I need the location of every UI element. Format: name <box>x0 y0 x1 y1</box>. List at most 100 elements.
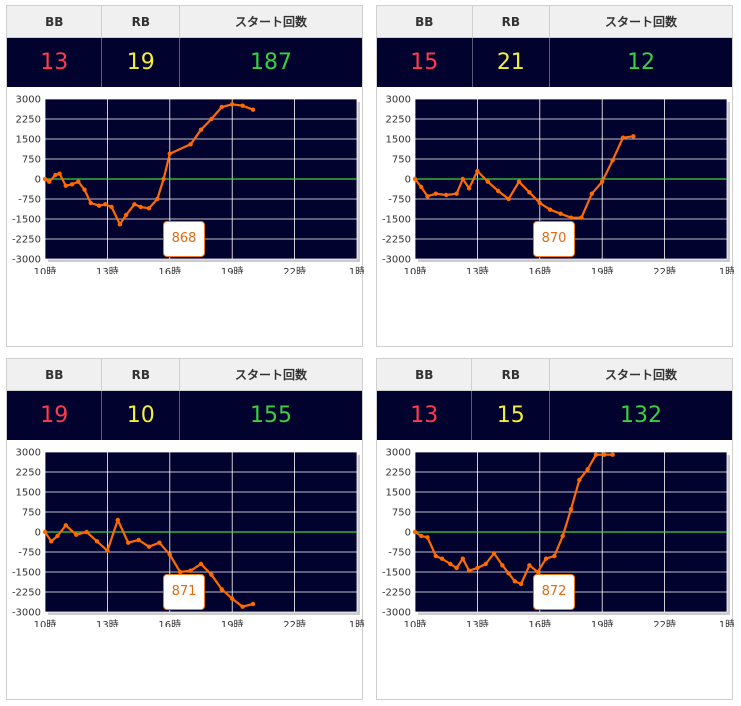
x-tick-label: 10時 <box>34 266 57 274</box>
data-point <box>209 116 214 122</box>
data-point <box>105 548 110 553</box>
data-point <box>167 552 172 557</box>
x-tick-label: 13時 <box>96 266 119 274</box>
y-tick-label: -750 <box>388 548 411 559</box>
data-point <box>88 200 93 206</box>
y-tick-label: -1500 <box>382 215 411 226</box>
data-point <box>585 467 590 472</box>
machine-number-button[interactable]: 868 <box>163 221 205 257</box>
data-point <box>535 569 540 575</box>
data-point <box>46 179 52 184</box>
data-point <box>419 184 424 190</box>
rb-header: RB <box>101 6 181 38</box>
y-tick-label: -750 <box>388 195 411 206</box>
data-point <box>558 211 563 216</box>
data-point <box>63 523 68 528</box>
machine-number-button[interactable]: 870 <box>533 221 575 257</box>
series-line <box>44 518 254 608</box>
start-count: 12 <box>549 37 732 87</box>
start-count-header: スタート回数 <box>179 6 362 38</box>
start-count-header: スタート回数 <box>549 6 732 38</box>
data-point <box>53 172 58 178</box>
data-point <box>136 537 141 543</box>
y-tick-label: 750 <box>392 155 411 166</box>
bb-header: BB <box>7 6 103 38</box>
machine-card-3: BB RB スタート回数 19 10 155 3000 2250 1500 750 0 -… <box>6 358 364 700</box>
x-tick-label: 22時 <box>653 266 676 274</box>
stats-table: BB RB スタート回数 19 10 155 <box>7 359 362 440</box>
data-point <box>188 568 193 573</box>
y-tick-label: -750 <box>18 195 41 206</box>
data-point <box>84 529 89 535</box>
data-point <box>178 569 183 575</box>
data-point <box>454 565 459 571</box>
y-tick-label: 0 <box>405 528 411 539</box>
data-point <box>491 551 497 556</box>
machine-number-button[interactable]: 872 <box>533 574 575 610</box>
x-tick-label: 1時 <box>349 619 364 627</box>
x-tick-label: 19時 <box>591 266 614 274</box>
machine-card-1: BB RB スタート回数 13 19 187 3000 2250 1500 750 0 -… <box>6 5 364 347</box>
start-count-header: スタート回数 <box>179 359 362 391</box>
data-point <box>589 191 594 196</box>
machine-number-button[interactable]: 871 <box>163 574 205 610</box>
data-point <box>188 142 193 147</box>
machine-card-2: BB RB スタート回数 15 21 12 3000 2250 1500 750 0 -7… <box>376 5 734 347</box>
data-point <box>230 102 235 107</box>
y-tick-label: -1500 <box>12 568 41 579</box>
data-point <box>161 176 166 182</box>
data-point <box>527 563 532 568</box>
data-point <box>543 556 549 561</box>
x-tick-label: 16時 <box>528 619 551 627</box>
data-point <box>69 182 75 187</box>
data-point <box>425 194 430 199</box>
y-tick-label: 3000 <box>386 448 411 459</box>
y-tick-label: 1500 <box>16 135 41 146</box>
bb-header: BB <box>7 359 103 391</box>
y-tick-label: 2250 <box>16 468 41 479</box>
data-point <box>425 535 430 540</box>
data-point <box>506 571 511 576</box>
start-count-header: スタート回数 <box>549 359 732 391</box>
data-point <box>600 179 605 184</box>
data-point <box>419 533 424 539</box>
data-point <box>109 204 114 210</box>
data-point <box>146 206 152 211</box>
data-point <box>454 191 459 196</box>
data-point <box>518 581 524 587</box>
y-tick-label: 2250 <box>386 115 411 126</box>
data-point <box>198 561 204 567</box>
x-tick-label: 10時 <box>34 619 57 627</box>
x-tick-label: 1時 <box>719 619 734 627</box>
data-point <box>146 544 152 549</box>
data-point <box>412 176 418 182</box>
data-point <box>117 222 123 227</box>
y-tick-label: -2250 <box>12 588 41 599</box>
data-point <box>240 604 245 609</box>
data-point <box>602 452 607 457</box>
x-tick-label: 10時 <box>404 266 427 274</box>
rb-count: 19 <box>101 37 181 87</box>
data-point <box>577 477 582 483</box>
data-point <box>444 192 449 198</box>
data-point <box>448 561 453 567</box>
x-tick-label: 16時 <box>158 619 181 627</box>
rb-count: 15 <box>471 390 551 440</box>
data-point <box>512 579 518 584</box>
x-tick-label: 16時 <box>158 266 181 274</box>
data-point <box>155 196 160 202</box>
machine-card-4: BB RB スタート回数 13 15 132 3000 2250 1500 750 0 -… <box>376 358 734 700</box>
y-tick-label: 750 <box>22 508 41 519</box>
data-point <box>433 191 438 196</box>
y-tick-label: -3000 <box>12 608 41 619</box>
rb-header: RB <box>472 6 551 38</box>
data-point <box>63 183 68 188</box>
data-point <box>57 171 62 176</box>
data-point <box>219 104 224 110</box>
y-tick-label: -3000 <box>382 255 411 266</box>
data-point <box>49 539 54 544</box>
y-tick-label: 1500 <box>386 135 411 146</box>
data-point <box>123 212 129 218</box>
stats-table: BB RB スタート回数 13 15 132 <box>377 359 732 440</box>
